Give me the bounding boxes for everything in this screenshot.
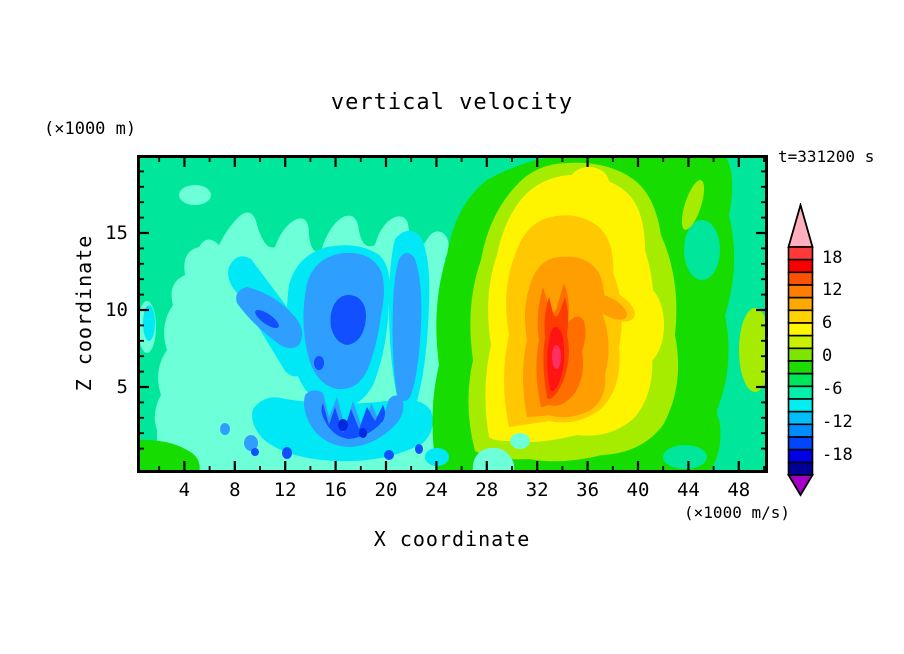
colorbar-band	[787, 360, 814, 375]
y-tick-labels: 5 10 15	[105, 155, 129, 473]
colorbar-band	[787, 271, 814, 286]
y-tick-label: 5	[116, 376, 128, 398]
colorbar-band	[787, 423, 814, 438]
colorbar-tick-label: -18	[822, 444, 853, 465]
x-tick-label: 40	[626, 479, 650, 501]
plot-border	[137, 155, 768, 473]
colorbar-band	[787, 448, 814, 464]
colorbar-band	[787, 258, 814, 274]
colorbar-band	[787, 372, 814, 388]
colorbar-band	[787, 347, 814, 362]
colorbar-band	[787, 436, 814, 451]
contour-field-svg	[137, 155, 771, 473]
x-tick-labels: 4 8 12 16 20 24 28 32 36 40 44 48	[137, 479, 768, 503]
y-axis-unit-label: (×1000 m)	[44, 119, 137, 139]
y-tick-label: 15	[105, 222, 128, 244]
colorbar-band	[787, 309, 814, 324]
colorbar-band	[787, 334, 814, 350]
y-tick-label: 10	[105, 299, 128, 321]
x-tick-label: 20	[374, 479, 398, 501]
colorbar-tick-label: 0	[822, 346, 833, 367]
z-axis-title: Z coordinate	[72, 234, 96, 392]
colorbar-tick-label: -12	[822, 411, 853, 432]
colorbar-svg	[786, 201, 815, 497]
x-tick-label: 4	[178, 479, 191, 501]
timestamp-label: t=331200 s	[778, 147, 875, 166]
x-tick-label: 36	[576, 479, 600, 501]
colorbar-band	[787, 461, 814, 476]
colorbar-band	[787, 398, 814, 413]
colorbar	[786, 201, 815, 497]
colorbar-tick-labels: 18 12 6 0 -6 -12 -18	[822, 203, 882, 497]
x-tick-label: 16	[324, 479, 348, 501]
x-tick-label: 28	[475, 479, 499, 501]
colorbar-band	[787, 296, 814, 312]
x-tick-label: 44	[676, 479, 700, 501]
colorbar-band	[787, 410, 814, 426]
plot-title: vertical velocity	[330, 90, 574, 115]
x-axis-title: X coordinate	[373, 527, 531, 551]
x-tick-label: 8	[229, 479, 241, 501]
colorbar-band	[787, 322, 814, 337]
x-tick-label: 12	[273, 479, 297, 501]
colorbar-tick-label: 12	[822, 280, 843, 301]
x-tick-label: 24	[424, 479, 448, 501]
contour-plot	[137, 155, 771, 473]
colorbar-band	[787, 385, 814, 400]
colorbar-tick-label: 6	[822, 313, 833, 334]
x-tick-label: 32	[525, 479, 549, 501]
colorbar-band	[787, 284, 814, 299]
colorbar-unit-label: (×1000 m/s)	[684, 503, 790, 522]
colorbar-band	[787, 246, 814, 261]
x-tick-label: 48	[727, 479, 751, 501]
contour-field	[137, 155, 771, 473]
colorbar-tick-label: 18	[822, 247, 843, 268]
colorbar-tick-label: -6	[822, 378, 843, 399]
